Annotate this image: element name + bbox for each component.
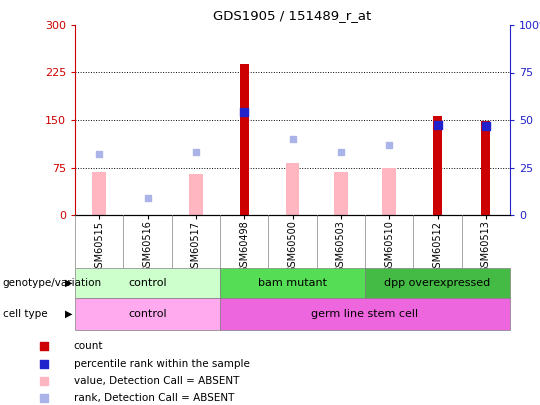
Title: GDS1905 / 151489_r_at: GDS1905 / 151489_r_at (213, 9, 372, 22)
Bar (365, 268, 510, 298)
Point (40, 377, 49, 384)
Point (95, 150, 104, 157)
Text: rank, Detection Call = ABSENT: rank, Detection Call = ABSENT (73, 393, 234, 403)
Bar (92, 172, 106, 215)
Bar (75, 298, 220, 330)
Text: cell type: cell type (3, 309, 48, 319)
Point (143, 195, 152, 201)
Point (40, 360, 49, 367)
Text: bam mutant: bam mutant (258, 278, 327, 288)
Bar (334, 172, 348, 215)
Text: percentile rank within the sample: percentile rank within the sample (73, 358, 249, 369)
Point (482, 123, 490, 130)
Text: value, Detection Call = ABSENT: value, Detection Call = ABSENT (73, 376, 239, 386)
Text: dpp overexpressed: dpp overexpressed (384, 278, 491, 288)
Bar (189, 174, 202, 215)
Text: genotype/variation: genotype/variation (3, 278, 102, 288)
Point (385, 142, 394, 149)
Point (192, 148, 200, 155)
Bar (382, 168, 396, 215)
Text: germ line stem cell: germ line stem cell (312, 309, 418, 319)
Point (433, 122, 442, 128)
Text: count: count (73, 341, 103, 352)
Bar (286, 163, 299, 215)
Point (40, 343, 49, 350)
Point (288, 136, 297, 142)
Point (40, 395, 49, 401)
Bar (220, 298, 510, 330)
Text: control: control (128, 278, 167, 288)
Bar (75, 268, 220, 298)
Bar (433, 115, 442, 215)
Text: control: control (128, 309, 167, 319)
Bar (481, 121, 490, 215)
Bar (220, 268, 365, 298)
Point (240, 109, 248, 115)
Bar (240, 64, 249, 215)
Point (336, 148, 345, 155)
Text: ▶: ▶ (65, 278, 72, 288)
Text: ▶: ▶ (65, 309, 72, 319)
